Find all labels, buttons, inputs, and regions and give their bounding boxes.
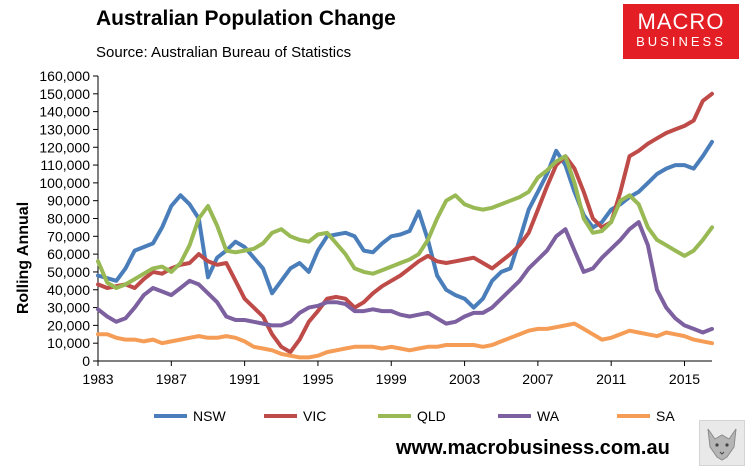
macrobusiness-logo[interactable]: MACRO BUSINESS bbox=[623, 4, 739, 59]
y-tick-label: 60,000 bbox=[47, 246, 90, 262]
legend-label-vic: VIC bbox=[303, 408, 326, 424]
chart-source: Source: Australian Bureau of Statistics bbox=[96, 44, 352, 61]
y-tick-label: 110,000 bbox=[40, 157, 90, 173]
legend-label-wa: WA bbox=[537, 408, 560, 424]
series-line-wa bbox=[96, 220, 714, 335]
y-tick-label: 130,000 bbox=[39, 121, 90, 137]
y-tick-label: 90,000 bbox=[47, 193, 90, 209]
legend-label-sa: SA bbox=[656, 408, 675, 424]
chart-series bbox=[96, 91, 714, 360]
wolf-icon bbox=[699, 420, 745, 466]
x-tick-label: 2011 bbox=[596, 371, 626, 387]
y-tick-label: 50,000 bbox=[47, 264, 90, 280]
chart-legend: NSW VIC QLD WA SA bbox=[154, 408, 675, 424]
x-tick-label: 1999 bbox=[376, 371, 407, 387]
footer-url[interactable]: www.macrobusiness.com.au bbox=[396, 437, 670, 459]
chart-title: Australian Population Change bbox=[96, 7, 396, 30]
series-line-nsw bbox=[96, 139, 714, 310]
x-tick-label: 1983 bbox=[82, 371, 113, 387]
x-tick-label: 2007 bbox=[522, 371, 553, 387]
x-tick-label: 1991 bbox=[229, 371, 260, 387]
y-tick-label: 140,000 bbox=[39, 104, 90, 120]
x-tick-label: 1995 bbox=[302, 371, 333, 387]
y-tick-label: 70,000 bbox=[47, 228, 90, 244]
logo-line-2: BUSINESS bbox=[636, 34, 726, 49]
y-tick-label: 0 bbox=[82, 353, 90, 369]
series-line-sa bbox=[96, 321, 714, 360]
y-tick-label: 20,000 bbox=[47, 317, 90, 333]
series-line-qld bbox=[96, 154, 714, 290]
y-tick-label: 120,000 bbox=[39, 139, 90, 155]
y-tick-label: 100,000 bbox=[39, 175, 90, 191]
y-tick-label: 160,000 bbox=[39, 68, 90, 84]
logo-line-1: MACRO bbox=[637, 9, 725, 34]
y-tick-label: 40,000 bbox=[47, 282, 90, 298]
series-line-vic bbox=[96, 91, 714, 355]
legend-label-qld: QLD bbox=[417, 408, 446, 424]
x-tick-label: 2015 bbox=[669, 371, 700, 387]
y-tick-label: 10,000 bbox=[47, 335, 90, 351]
x-tick-label: 1987 bbox=[156, 371, 187, 387]
y-tick-label: 30,000 bbox=[47, 300, 90, 316]
legend-label-nsw: NSW bbox=[193, 408, 226, 424]
x-tick-label: 2003 bbox=[449, 371, 480, 387]
y-tick-label: 150,000 bbox=[39, 86, 90, 102]
y-tick-label: 80,000 bbox=[47, 211, 90, 227]
